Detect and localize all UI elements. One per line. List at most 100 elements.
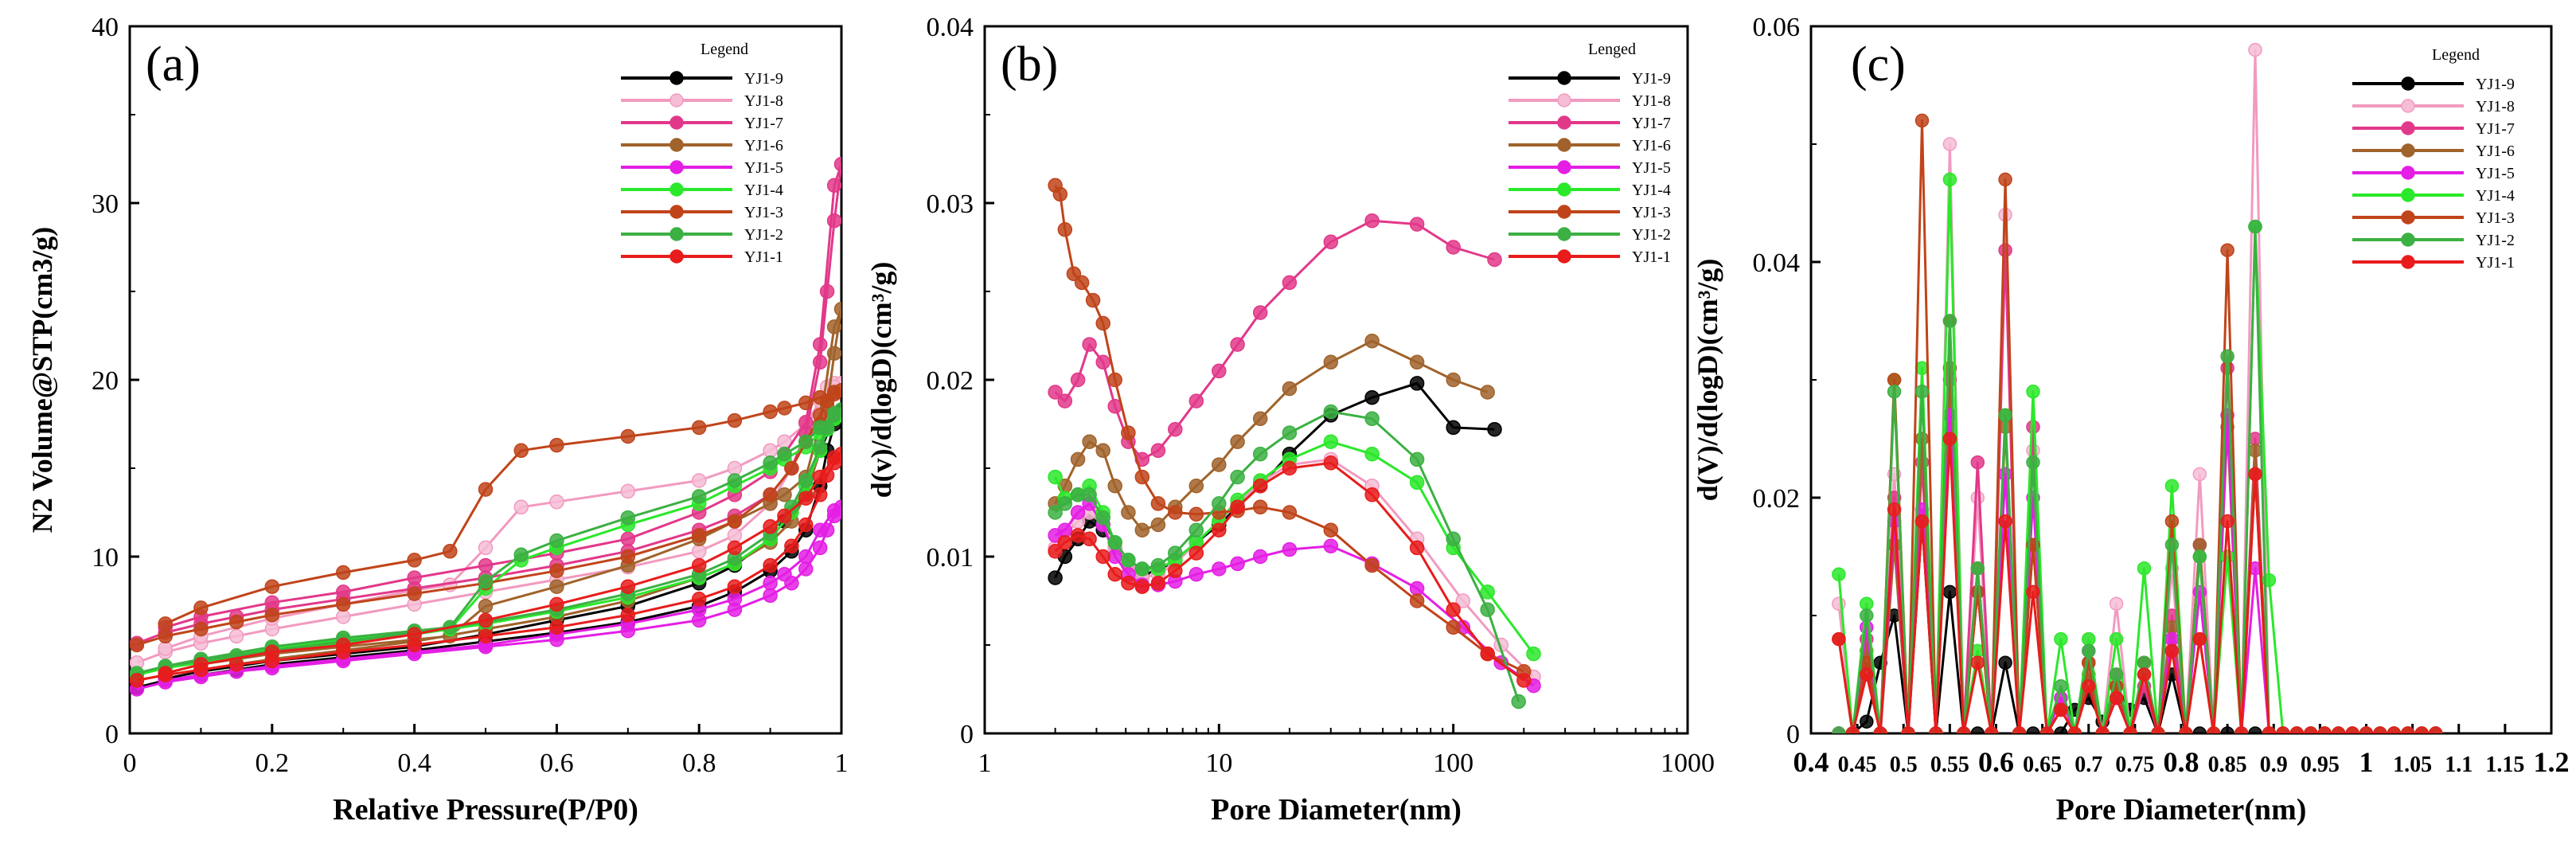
series-group bbox=[1832, 42, 2443, 733]
data-point bbox=[1150, 576, 1166, 591]
panel-label: (c) bbox=[1851, 37, 1906, 92]
x-tick-label: 0 bbox=[123, 749, 137, 778]
data-point bbox=[2220, 549, 2234, 564]
data-point bbox=[1446, 420, 1461, 436]
data-point bbox=[1887, 373, 1902, 387]
data-point bbox=[1121, 553, 1136, 568]
data-point bbox=[549, 437, 564, 453]
data-point bbox=[777, 446, 792, 462]
data-point bbox=[2192, 584, 2207, 600]
data-point bbox=[2164, 514, 2180, 529]
data-point bbox=[1323, 434, 1339, 449]
data-point bbox=[1107, 372, 1122, 388]
legend-label: YJ1-4 bbox=[744, 182, 783, 199]
data-point bbox=[812, 389, 828, 405]
data-point bbox=[1998, 655, 2012, 670]
data-point bbox=[2248, 561, 2262, 576]
data-point bbox=[407, 570, 422, 585]
data-point bbox=[1998, 514, 2012, 529]
data-point bbox=[1942, 432, 1957, 446]
data-point bbox=[1914, 514, 1930, 529]
data-point bbox=[2164, 479, 2180, 493]
data-point bbox=[228, 657, 244, 672]
data-point bbox=[798, 549, 814, 565]
data-point bbox=[1942, 314, 1957, 328]
data-point bbox=[620, 531, 636, 547]
data-point bbox=[1095, 354, 1110, 370]
data-point bbox=[1057, 522, 1073, 538]
data-point bbox=[1942, 361, 1957, 375]
data-point bbox=[1048, 544, 1063, 559]
x-tick-label: 1.2 bbox=[2534, 746, 2570, 778]
legend-marker bbox=[1557, 205, 1571, 219]
data-point bbox=[1364, 446, 1380, 462]
data-point bbox=[727, 528, 743, 543]
data-point bbox=[1887, 538, 1902, 552]
data-point bbox=[2026, 420, 2040, 434]
legend-label: YJ1-6 bbox=[2476, 143, 2515, 160]
data-point bbox=[2164, 631, 2180, 647]
data-point bbox=[1860, 596, 1874, 611]
data-point bbox=[2317, 726, 2332, 733]
y-tick-label: 30 bbox=[92, 190, 119, 219]
legend-label: YJ1-9 bbox=[2476, 76, 2515, 93]
legend-marker bbox=[669, 71, 684, 85]
legend-marker bbox=[2401, 166, 2415, 180]
data-point bbox=[1134, 469, 1150, 485]
data-point bbox=[826, 405, 841, 421]
data-point bbox=[1323, 538, 1339, 553]
data-point bbox=[1323, 234, 1339, 250]
chart-panel-3: 0 0.02 0.04 0.06 0.4 0.45 0.5 0.55 0.6 0.65 0.7 0.7… bbox=[1692, 13, 2570, 827]
legend-marker bbox=[1557, 160, 1571, 174]
data-point bbox=[264, 579, 280, 594]
data-point bbox=[833, 156, 841, 172]
x-tick-label: 1 bbox=[835, 749, 849, 778]
data-point bbox=[798, 491, 814, 506]
data-point bbox=[264, 644, 280, 660]
data-point bbox=[1188, 522, 1204, 538]
data-point bbox=[1188, 506, 1204, 522]
data-point bbox=[2220, 514, 2234, 529]
data-point bbox=[1984, 726, 1999, 733]
legend-marker bbox=[669, 115, 684, 130]
data-point bbox=[2123, 726, 2137, 733]
data-point bbox=[1511, 694, 1526, 710]
data-point bbox=[1095, 443, 1110, 459]
legend-title: Lenged bbox=[1588, 41, 1636, 58]
data-point bbox=[826, 178, 841, 194]
legend-label: YJ1-7 bbox=[2476, 120, 2515, 138]
data-point bbox=[1107, 478, 1122, 494]
data-point bbox=[2387, 726, 2402, 733]
data-point bbox=[130, 637, 145, 653]
data-point bbox=[1048, 570, 1063, 585]
x-tick-label: 10 bbox=[1205, 749, 1232, 778]
data-point bbox=[2109, 631, 2124, 647]
data-point bbox=[1364, 333, 1380, 349]
data-point bbox=[1970, 561, 1985, 576]
data-point bbox=[2109, 690, 2124, 706]
legend: Legend YJ1-9 YJ1-8 YJ1-7 YJ1-6 YJ1-5 YJ1-4 YJ1-… bbox=[2352, 46, 2515, 272]
data-point bbox=[1942, 584, 1957, 600]
data-point bbox=[1998, 243, 2012, 257]
data-point bbox=[228, 614, 244, 630]
data-point bbox=[826, 503, 841, 518]
data-point bbox=[2289, 726, 2305, 733]
data-point bbox=[1252, 499, 1268, 515]
data-point bbox=[2331, 726, 2346, 733]
data-point bbox=[1252, 446, 1268, 462]
y-tick-label: 20 bbox=[92, 366, 119, 396]
data-point bbox=[2192, 631, 2207, 647]
data-point bbox=[335, 584, 351, 600]
data-point bbox=[1282, 460, 1298, 476]
data-point bbox=[264, 608, 280, 623]
data-point bbox=[2012, 726, 2027, 733]
data-point bbox=[1409, 580, 1425, 596]
data-point bbox=[1364, 389, 1380, 405]
data-point bbox=[2192, 549, 2207, 564]
data-point bbox=[1230, 469, 1245, 485]
data-point bbox=[549, 494, 564, 510]
legend-label: YJ1-1 bbox=[1632, 248, 1671, 266]
data-point bbox=[1323, 522, 1339, 538]
data-point bbox=[1480, 385, 1495, 400]
data-point bbox=[691, 489, 707, 504]
